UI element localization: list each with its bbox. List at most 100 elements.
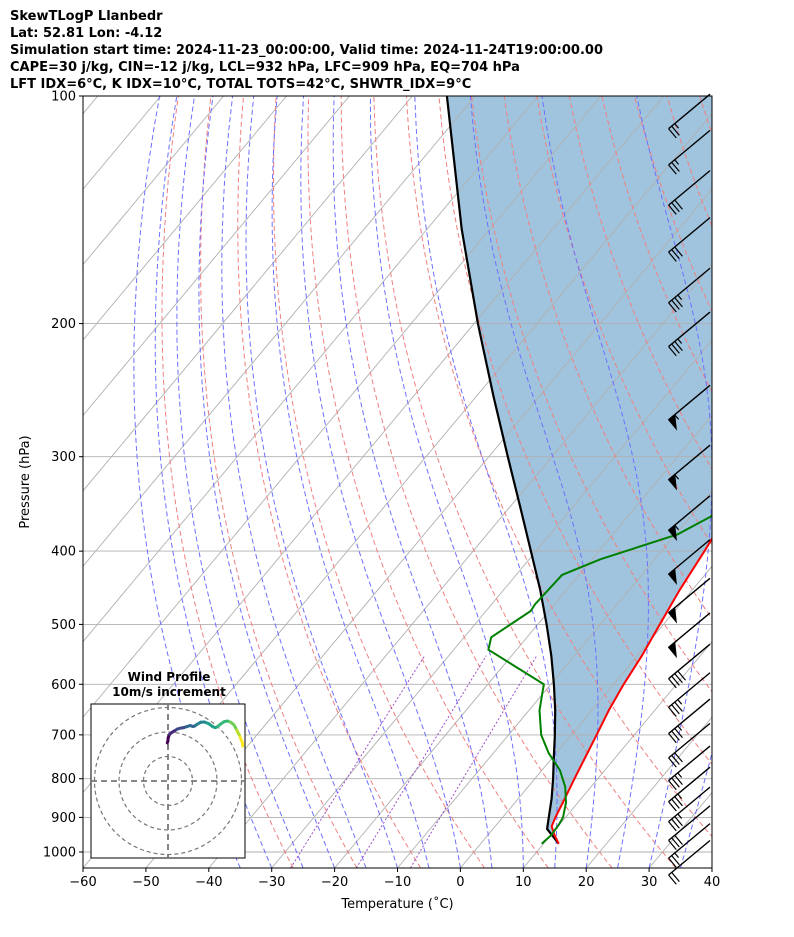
- hodograph-title-line: Wind Profile: [127, 670, 211, 684]
- mixing-ratio-line: [290, 655, 426, 868]
- wind-barb-full: [668, 857, 677, 868]
- wind-barb-staff: [668, 384, 711, 421]
- wind-barb-staff: [668, 805, 711, 841]
- x-tick-label: −40: [195, 875, 222, 890]
- wind-barb-full: [674, 796, 683, 807]
- moist-adiabat-line: [198, 96, 336, 868]
- moist-adiabat-line: [176, 96, 304, 868]
- wind-barb-full: [671, 704, 680, 715]
- wind-barb-full: [674, 297, 683, 308]
- wind-barb: [668, 839, 711, 885]
- wind-barb-full: [674, 816, 683, 827]
- wind-barb: [667, 539, 711, 585]
- x-tick-label: 40: [704, 875, 721, 890]
- wind-barb-full: [668, 251, 677, 262]
- wind-barb: [668, 311, 711, 357]
- wind-barb-full: [668, 821, 677, 832]
- mixing-ratio-line: [355, 655, 487, 868]
- moist-adiabat-line: [332, 96, 493, 868]
- wind-barb-staff: [668, 267, 711, 304]
- wind-barb: [668, 267, 711, 313]
- hodograph-inset: [90, 703, 246, 859]
- wind-barb-half: [677, 338, 683, 344]
- wind-barb-full: [674, 728, 683, 739]
- moist-adiabat-line: [636, 96, 712, 868]
- isotherm-line: [460, 565, 712, 868]
- sounding-lines-layer: [445, 96, 712, 845]
- isotherm-line: [83, 96, 539, 643]
- isotherm-line: [397, 490, 712, 868]
- wind-barb-half: [677, 813, 683, 819]
- dry-adiabat-line: [161, 96, 294, 868]
- wind-barb-full: [668, 874, 677, 885]
- wind-barb-full: [674, 341, 683, 352]
- wind-barb-full: [671, 777, 680, 788]
- wind-barb-full: [668, 346, 677, 357]
- wind-barb: [668, 766, 711, 812]
- wind-barb-full: [671, 343, 680, 354]
- wind-barb: [668, 93, 711, 139]
- wind-barb: [667, 612, 711, 659]
- cape-shaded-area: [446, 96, 712, 844]
- x-tick-label: −60: [69, 875, 96, 890]
- wind-barb-staff: [668, 129, 711, 166]
- y-tick-label: 500: [51, 618, 76, 633]
- wind-barb-flag: [667, 413, 677, 431]
- moist-adiabat-line: [369, 96, 524, 868]
- isotherm-line: [271, 339, 712, 868]
- wind-barb-full: [671, 872, 680, 883]
- wind-barb-full: [668, 678, 677, 689]
- wind-barb-half: [674, 159, 680, 165]
- moist-adiabat-line: [469, 96, 599, 868]
- isotherm-line: [83, 96, 476, 568]
- wind-barb-staff: [668, 311, 711, 348]
- y-tick-label: 300: [51, 450, 76, 465]
- wind-barb-staff: [668, 444, 711, 481]
- wind-barb-full: [674, 199, 683, 210]
- moist-adiabat-line: [245, 96, 398, 868]
- hodograph-title: Wind Profile 10m/s increment: [92, 670, 246, 700]
- wind-barb: [667, 384, 711, 431]
- wind-barb-full: [671, 837, 680, 848]
- wind-barb-full: [671, 798, 680, 809]
- dewpoint-line: [487, 513, 712, 845]
- y-tick-label: 1000: [43, 845, 76, 860]
- dry-adiabat-line: [568, 96, 712, 471]
- isotherm-line: [83, 96, 287, 341]
- x-tick-label: −10: [384, 875, 411, 890]
- wind-barb: [668, 823, 711, 868]
- wind-barb: [668, 722, 711, 768]
- wind-barb-half: [674, 524, 680, 531]
- axes-layer: −60 −50 −40 −30 −20 −10 0 10 20 30 40 1000 900 800 700…: [18, 90, 720, 913]
- wind-barb-staff: [668, 839, 711, 876]
- y-tick-label: 800: [51, 772, 76, 787]
- wind-barb: [668, 217, 711, 262]
- dry-adiabat-line: [340, 96, 613, 868]
- y-tick-label: 100: [51, 90, 76, 105]
- wind-barb-staff: [668, 786, 711, 823]
- hodograph-subtitle-line: 10m/s increment: [112, 685, 226, 699]
- wind-barb-full: [677, 670, 686, 681]
- y-tick-label: 600: [51, 678, 76, 693]
- wind-barb-staff: [668, 643, 711, 680]
- x-tick-label: −30: [258, 875, 285, 890]
- wind-barb-full: [674, 834, 683, 845]
- wind-barb-full: [671, 161, 680, 172]
- wind-barb-staff: [668, 698, 711, 735]
- wind-barb-full: [674, 775, 683, 786]
- wind-barb-full: [668, 757, 677, 768]
- wind-barb-full: [671, 855, 680, 866]
- x-tick-label: 10: [515, 875, 532, 890]
- wind-barb-full: [668, 302, 677, 313]
- temperature-line: [550, 536, 712, 845]
- wind-barb-full: [668, 780, 677, 791]
- wind-barb-full: [668, 164, 677, 175]
- wind-barb-half: [677, 772, 683, 778]
- wind-barb-half: [674, 474, 680, 480]
- x-tick-label: 20: [578, 875, 595, 890]
- title-line-station: SkewTLogP Llanbedr: [10, 9, 163, 24]
- wind-barb-full: [671, 754, 680, 765]
- dry-adiabat-line: [373, 96, 677, 868]
- x-axis-label: Temperature (˚C): [340, 896, 453, 912]
- wind-barb: [667, 444, 711, 491]
